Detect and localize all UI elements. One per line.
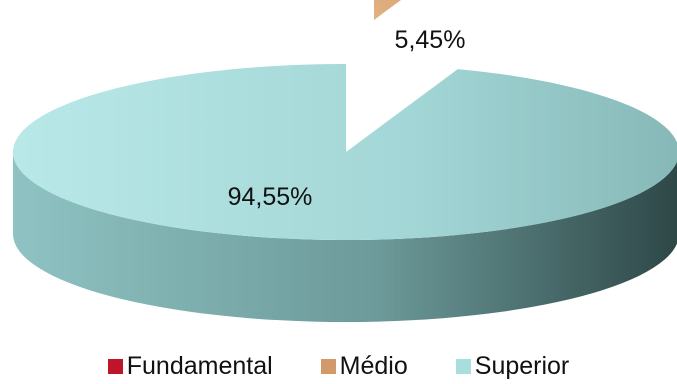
pie-slice-top (374, 0, 401, 20)
legend-swatch (455, 358, 471, 374)
pie-slice-medio (374, 0, 401, 20)
chart-legend: Fundamental Médio Superior (0, 350, 677, 382)
pie-slice-side (13, 152, 677, 322)
data-label-superior: 94,55% (228, 183, 313, 211)
pie-labels: 5,45% 94,55% (228, 26, 466, 211)
legend-swatch (107, 358, 123, 374)
legend-item-medio: Médio (320, 351, 408, 381)
legend-label: Fundamental (126, 351, 273, 380)
pie-slice-superior (13, 64, 677, 322)
legend-item-fundamental: Fundamental (107, 351, 273, 381)
legend-item-superior: Superior (455, 351, 570, 381)
legend-label: Médio (339, 351, 408, 380)
pie-slices (13, 0, 677, 322)
legend-label: Superior (474, 351, 570, 380)
legend-swatch (320, 358, 336, 374)
data-label-medio: 5,45% (395, 26, 466, 54)
pie-slice-top (13, 64, 677, 240)
